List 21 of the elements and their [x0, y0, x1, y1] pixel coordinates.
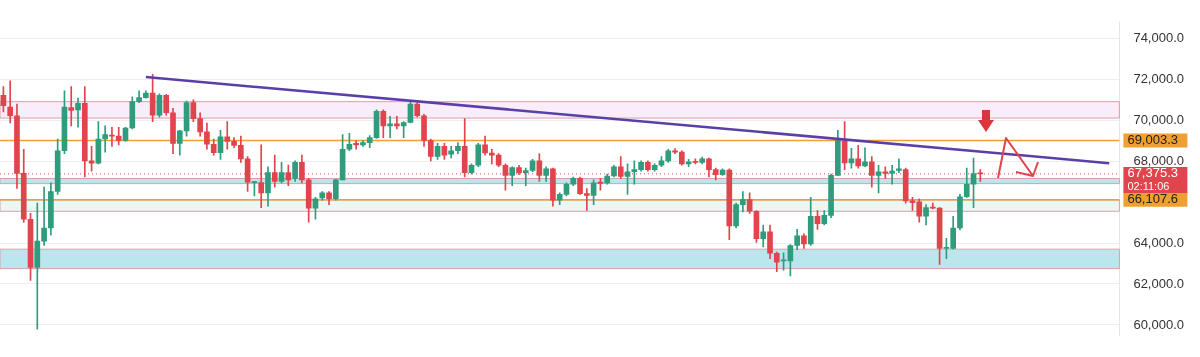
candlestick: [896, 158, 902, 173]
candlestick: [102, 125, 108, 153]
y-tick-label: 70,000.0: [1133, 111, 1185, 127]
candlestick: [41, 186, 47, 246]
candlestick: [889, 164, 895, 185]
y-tick-label: 60,000.0: [1133, 316, 1185, 332]
y-tick-label: 64,000.0: [1133, 234, 1185, 250]
ref-line-label: 66,107.6: [1127, 191, 1179, 207]
y-tick-label: 74,000.0: [1133, 29, 1185, 45]
y-tick-label: 72,000.0: [1133, 70, 1185, 86]
candlestick: [353, 140, 359, 150]
candlestick: [68, 86, 75, 127]
y-tick-label: 68,000.0: [1133, 152, 1185, 168]
text: 02:11:06: [1127, 179, 1170, 192]
ref-line-label: 69,003.3: [1127, 132, 1179, 148]
candlestick: [75, 97, 81, 128]
candlestick: [34, 202, 41, 330]
ref-line-label: 67,375.3: [1127, 165, 1179, 181]
y-tick-label: 62,000.0: [1133, 275, 1185, 291]
candlestick: [258, 144, 265, 208]
candlestick: [862, 147, 868, 168]
